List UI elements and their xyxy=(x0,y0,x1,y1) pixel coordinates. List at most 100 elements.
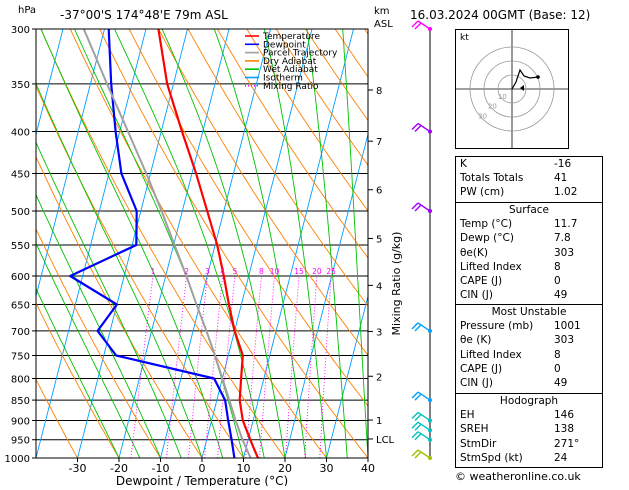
row-label: K xyxy=(456,157,550,171)
hodo-kt-label: kt xyxy=(460,33,469,43)
row-label: θe(K) xyxy=(456,246,550,260)
row-value: 8 xyxy=(550,348,602,362)
pressure-tick-label: 350 xyxy=(11,80,30,91)
row-value: 49 xyxy=(550,288,602,302)
row-label: Totals Totals xyxy=(456,171,550,185)
pressure-tick-label: 550 xyxy=(11,241,30,252)
hodo-end-dot xyxy=(536,75,540,79)
mixing-ratio-label: 20 xyxy=(312,267,322,276)
hpa-label: hPa xyxy=(18,5,36,16)
row-value: 0 xyxy=(550,274,602,288)
row-label: Pressure (mb) xyxy=(456,319,550,333)
hodo-storm-motion-marker xyxy=(520,85,524,91)
hodo-ring-label: 30 xyxy=(478,112,487,120)
wind-barb xyxy=(412,450,432,460)
wind-barb-dot xyxy=(428,418,432,422)
wind-barb xyxy=(412,203,432,213)
mixing-ratio-label: 25 xyxy=(326,267,336,276)
row-value: 0 xyxy=(550,362,602,376)
row-value: 11.7 xyxy=(550,217,602,231)
hodo-trace xyxy=(512,70,538,89)
row-label: Temp (°C) xyxy=(456,217,550,231)
temperature-tick-label: 40 xyxy=(361,462,375,475)
wind-barb-dot xyxy=(428,27,432,31)
mixing-ratio-line xyxy=(188,276,207,458)
wind-barb-dot xyxy=(428,398,432,402)
legend-label: Mixing Ratio xyxy=(263,82,319,92)
hodo-ring-label: 20 xyxy=(488,103,497,111)
wind-barb xyxy=(412,124,432,134)
row-value: 271° xyxy=(550,437,602,451)
surface-row: CAPE (J)0 xyxy=(456,274,602,288)
mixing-ratio-axis-title: Mixing Ratio (g/kg) xyxy=(390,232,403,336)
row-label: Lifted Index xyxy=(456,348,550,362)
row-value: 146 xyxy=(550,408,602,422)
most-unstable-row: Pressure (mb)1001 xyxy=(456,319,602,333)
pressure-tick-label: 500 xyxy=(11,207,30,218)
isotherm-line xyxy=(161,29,271,458)
pressure-tick-label: 750 xyxy=(11,351,30,362)
mixing-ratio-line xyxy=(246,276,262,458)
pressure-tick-label: 1000 xyxy=(5,454,30,465)
row-value: 303 xyxy=(550,246,602,260)
pressure-tick-label: 400 xyxy=(11,128,30,139)
section-title: Surface xyxy=(456,203,602,217)
height-tick-label: 5 xyxy=(376,234,382,245)
row-label: CAPE (J) xyxy=(456,362,550,376)
surface-row: Dewp (°C)7.8 xyxy=(456,231,602,245)
asl-label: ASL xyxy=(374,19,393,30)
section-title-row: Surface xyxy=(456,203,602,217)
row-value: -16 xyxy=(550,157,602,171)
row-label: PW (cm) xyxy=(456,185,550,199)
height-tick-label: 6 xyxy=(376,186,382,197)
row-value: 303 xyxy=(550,333,602,347)
height-tick-label: LCL xyxy=(376,435,395,446)
pressure-tick-label: 800 xyxy=(11,374,30,385)
hodograph-row: StmSpd (kt)24 xyxy=(456,451,602,465)
date-title: 16.03.2024 00GMT (Base: 12) xyxy=(410,8,590,22)
section-title: Most Unstable xyxy=(456,305,602,319)
wind-barb xyxy=(412,323,432,333)
height-tick-label: 2 xyxy=(376,372,382,383)
km-label: km xyxy=(374,6,390,17)
pressure-tick-label: 950 xyxy=(11,436,30,447)
wind-barb-dot xyxy=(428,428,432,432)
x-axis-title: Dewpoint / Temperature (°C) xyxy=(116,474,288,486)
isotherm-line xyxy=(0,29,63,458)
mixing-ratio-line xyxy=(305,276,317,458)
most-unstable-row: CIN (J)49 xyxy=(456,376,602,390)
row-value: 1001 xyxy=(550,319,602,333)
height-tick-label: 8 xyxy=(376,86,382,97)
pressure-tick-label: 850 xyxy=(11,396,30,407)
mixing-ratio-label: 10 xyxy=(270,267,280,276)
pressure-tick-label: 600 xyxy=(11,272,30,283)
surface-row: Temp (°C)11.7 xyxy=(456,217,602,231)
wind-barb xyxy=(412,21,432,31)
pressure-tick-label: 300 xyxy=(11,25,30,36)
wind-barb xyxy=(412,422,432,432)
temperature-tick-label: 30 xyxy=(320,462,334,475)
mixing-ratio-label: 5 xyxy=(232,267,237,276)
dewpoint-profile xyxy=(70,29,234,458)
index-row: K-16 xyxy=(456,157,602,171)
row-label: CIN (J) xyxy=(456,288,550,302)
pressure-tick-label: 650 xyxy=(11,301,30,312)
mixing-ratio-label: 8 xyxy=(259,267,264,276)
row-value: 49 xyxy=(550,376,602,390)
surface-row: CIN (J)49 xyxy=(456,288,602,302)
row-value: 41 xyxy=(550,171,602,185)
row-label: Dewp (°C) xyxy=(456,231,550,245)
isotherm-line xyxy=(244,29,354,458)
wet-adiabat-line xyxy=(343,29,368,458)
wind-barb-dot xyxy=(428,456,432,460)
